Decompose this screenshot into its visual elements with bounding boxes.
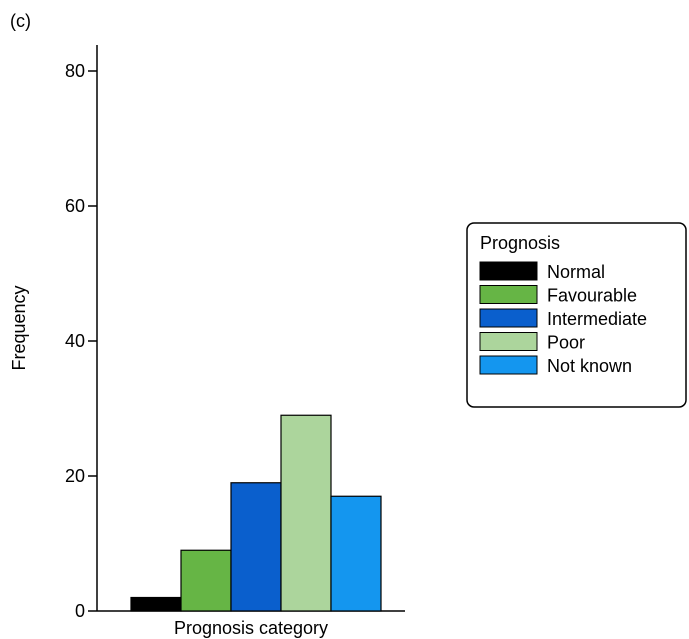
- panel-label: (c): [10, 11, 31, 31]
- legend-swatch: [479, 308, 538, 328]
- y-tick-label: 0: [75, 601, 85, 621]
- legend-label: Normal: [547, 262, 605, 282]
- bar-favourable: [180, 549, 232, 612]
- x-axis-title: Prognosis category: [174, 618, 328, 638]
- bar-intermediate: [230, 482, 282, 612]
- bar-normal: [130, 596, 182, 612]
- legend-label: Poor: [547, 333, 585, 353]
- legend-label: Not known: [547, 356, 632, 376]
- legend-swatch: [479, 285, 538, 304]
- legend-items: Normal Favourable Intermediate Poor Not know…: [479, 261, 647, 376]
- bar-not-known: [330, 495, 382, 612]
- legend-label: Favourable: [547, 286, 637, 306]
- legend-label: Intermediate: [547, 309, 647, 329]
- legend-title: Prognosis: [480, 233, 560, 253]
- y-tick-label: 80: [65, 61, 85, 81]
- legend-swatch: [479, 355, 538, 375]
- legend-swatch: [479, 261, 538, 281]
- y-tick-label: 40: [65, 331, 85, 351]
- y-tick-label: 60: [65, 196, 85, 216]
- bar-poor: [280, 414, 332, 612]
- bars: [130, 414, 382, 612]
- y-tick-label: 20: [65, 466, 85, 486]
- y-axis-title: Frequency: [9, 285, 29, 370]
- y-ticks: 0 20 40 60 80: [65, 61, 97, 621]
- axes: 0 20 40 60 80: [65, 45, 405, 621]
- legend-swatch: [479, 332, 538, 351]
- legend: Prognosis Normal Favourable Intermediate Po…: [466, 222, 687, 408]
